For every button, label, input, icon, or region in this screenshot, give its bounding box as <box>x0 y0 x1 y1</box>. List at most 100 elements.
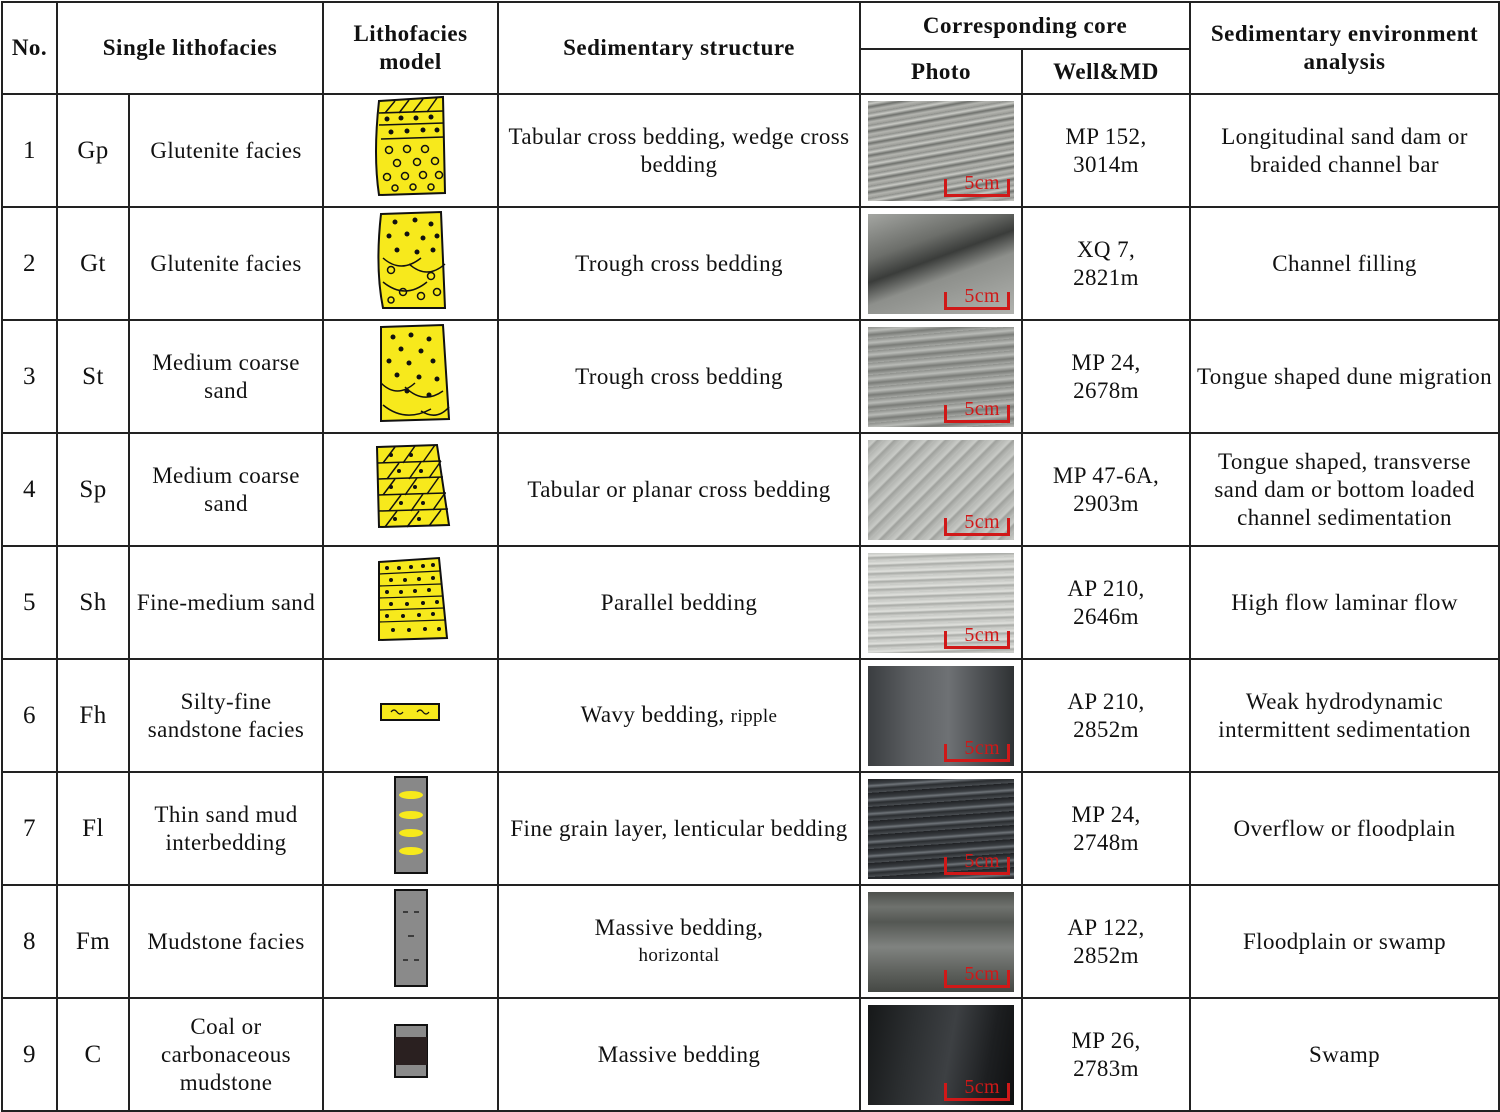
planar-cross-sand-icon <box>375 443 450 529</box>
row-number: 4 <box>1 432 58 547</box>
gray-gravel-core-icon: 5cm <box>868 100 1015 201</box>
broken-gray-core-icon: 5cm <box>868 213 1015 314</box>
well-md: AP 210, 2852m <box>1021 658 1192 773</box>
scale-label: 5cm <box>964 736 1001 759</box>
structure-text: Trough cross bedding <box>575 250 783 276</box>
coal-column-icon <box>393 1024 428 1078</box>
facies-name: Fine-medium sand <box>127 545 325 660</box>
facies-code: Sp <box>56 432 130 547</box>
dark-silt-core-icon: 5cm <box>868 665 1015 766</box>
measured-depth: 2646m <box>1073 603 1139 629</box>
measured-depth: 2852m <box>1073 716 1139 742</box>
sedimentary-structure: Massive bedding, horizontal <box>497 884 862 999</box>
trough-cross-sand-icon <box>379 323 450 423</box>
well-md: MP 152, 3014m <box>1021 93 1192 208</box>
header-sedimentary-structure: Sedimentary structure <box>497 1 862 95</box>
lithofacies-model <box>322 432 500 547</box>
facies-code: Fm <box>56 884 130 999</box>
table-row: 3 St Medium coarse sand <box>1 319 1500 434</box>
scale-bar-icon <box>944 743 1011 762</box>
scale-label: 5cm <box>964 623 1001 646</box>
facies-code: C <box>56 997 130 1112</box>
environment: High flow laminar flow <box>1189 545 1500 660</box>
scale-label: 5cm <box>964 1075 1001 1098</box>
lithofacies-model <box>322 884 500 999</box>
lenticular-mud-icon <box>393 776 428 874</box>
table-row: 6 Fh Silty-fine sandstone facies Wavy be… <box>1 658 1500 773</box>
laminated-sand-core-icon: 5cm <box>868 552 1015 653</box>
scale-bar-icon <box>944 178 1011 197</box>
environment: Channel filling <box>1189 206 1500 321</box>
facies-name: Coal or carbonaceous mudstone <box>127 997 325 1112</box>
core-photo-cell: 5cm <box>859 319 1024 434</box>
facies-code: Sh <box>56 545 130 660</box>
facies-code: Fh <box>56 658 130 773</box>
well-name: AP 122, <box>1067 914 1145 940</box>
sedimentary-structure: Massive bedding <box>497 997 862 1112</box>
structure-text: Fine grain layer, lenticular bedding <box>510 815 848 841</box>
facies-code: St <box>56 319 130 434</box>
scale-label: 5cm <box>964 962 1001 985</box>
well-md: MP 24, 2748m <box>1021 771 1192 886</box>
lithofacies-model <box>322 93 500 208</box>
light-sand-core-icon: 5cm <box>868 439 1015 540</box>
facies-code: Gt <box>56 206 130 321</box>
table-row: 9 C Coal or carbonaceous mudstone Massiv… <box>1 997 1500 1112</box>
structure-text: Tabular cross bedding, wedge cross beddi… <box>508 123 850 177</box>
facies-name: Mudstone facies <box>127 884 325 999</box>
measured-depth: 2903m <box>1073 490 1139 516</box>
well-md: XQ 7, 2821m <box>1021 206 1192 321</box>
facies-code: Gp <box>56 93 130 208</box>
row-number: 3 <box>1 319 58 434</box>
facies-name: Glutenite facies <box>127 93 325 208</box>
well-name: XQ 7, <box>1076 236 1136 262</box>
core-photo-cell: 5cm <box>859 93 1024 208</box>
facies-name: Medium coarse sand <box>127 319 325 434</box>
lithofacies-model <box>322 997 500 1112</box>
sedimentary-structure: Trough cross bedding <box>497 319 862 434</box>
header-environment: Sedimentary environment analysis <box>1189 1 1500 95</box>
well-name: AP 210, <box>1067 688 1145 714</box>
header-single-lithofacies: Single lithofacies <box>55 1 325 95</box>
environment: Swamp <box>1189 997 1500 1112</box>
scale-label: 5cm <box>964 284 1001 307</box>
well-md: MP 47-6A, 2903m <box>1021 432 1192 547</box>
table-row: 5 Sh Fine-medium sand <box>1 545 1500 660</box>
scale-bar-icon <box>944 1082 1011 1101</box>
well-name: MP 26, <box>1071 1027 1141 1053</box>
row-number: 9 <box>1 997 58 1112</box>
measured-depth: 3014m <box>1073 151 1139 177</box>
structure-text: Massive bedding, <box>594 914 764 940</box>
table-row: 8 Fm Mudstone facies Massive bedding, hor… <box>1 884 1500 999</box>
well-md: MP 26, 2783m <box>1021 997 1192 1112</box>
well-md: MP 24, 2678m <box>1021 319 1192 434</box>
scale-label: 5cm <box>964 397 1001 420</box>
scale-label: 5cm <box>964 849 1001 872</box>
sedimentary-structure: Tabular cross bedding, wedge cross beddi… <box>497 93 862 208</box>
well-name: MP 24, <box>1071 801 1141 827</box>
row-number: 2 <box>1 206 58 321</box>
table-row: 2 Gt Glutenite facies <box>1 206 1500 321</box>
core-photo-cell: 5cm <box>859 771 1024 886</box>
measured-depth: 2852m <box>1073 942 1139 968</box>
lithofacies-model <box>322 771 500 886</box>
sedimentary-structure: Fine grain layer, lenticular bedding <box>497 771 862 886</box>
header-well-md: Well&MD <box>1021 48 1192 95</box>
environment: Floodplain or swamp <box>1189 884 1500 999</box>
core-photo-cell: 5cm <box>859 432 1024 547</box>
scale-bar-icon <box>944 969 1011 988</box>
trough-cross-gravel-icon <box>376 210 446 309</box>
measured-depth: 2821m <box>1073 264 1139 290</box>
facies-name: Silty-fine sandstone facies <box>127 658 325 773</box>
sedimentary-structure: Parallel bedding <box>497 545 862 660</box>
lithofacies-model <box>322 545 500 660</box>
measured-depth: 2783m <box>1073 1055 1139 1081</box>
core-photo-cell: 5cm <box>859 545 1024 660</box>
well-name: AP 210, <box>1067 575 1145 601</box>
structure-subtext: ripple <box>730 705 778 727</box>
well-md: AP 210, 2646m <box>1021 545 1192 660</box>
black-coal-core-icon: 5cm <box>868 1004 1015 1105</box>
facies-name: Thin sand mud interbedding <box>127 771 325 886</box>
environment: Longitudinal sand dam or braided channel… <box>1189 93 1500 208</box>
